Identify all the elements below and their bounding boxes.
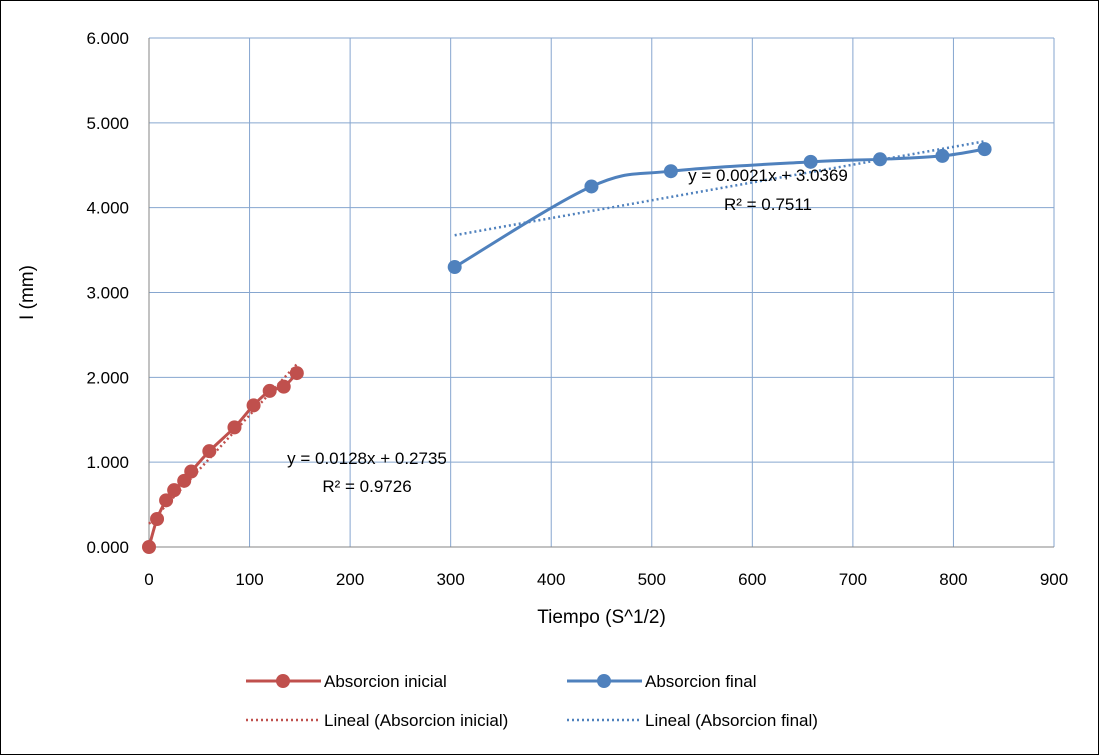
data-point bbox=[873, 152, 888, 167]
data-point bbox=[142, 540, 156, 554]
data-point bbox=[159, 493, 174, 508]
legend-label: Absorcion inicial bbox=[324, 672, 447, 691]
data-point bbox=[150, 512, 165, 527]
trendline-label-inicial: y = 0.0128x + 0.2735 R² = 0.9726 bbox=[287, 449, 447, 496]
data-point bbox=[935, 148, 950, 163]
series bbox=[142, 142, 992, 554]
y-axis-title: I (mm) bbox=[17, 265, 38, 320]
x-tick-label: 800 bbox=[939, 570, 967, 589]
trendline bbox=[454, 140, 985, 237]
gridlines bbox=[149, 37, 1055, 547]
x-tick-label: 900 bbox=[1040, 570, 1068, 589]
x-tick-label: 200 bbox=[336, 570, 364, 589]
y-tick-label: 1.000 bbox=[86, 453, 129, 472]
x-tick-labels: 0 100 200 300 400 500 600 700 800 900 bbox=[144, 570, 1068, 589]
legend-label: Absorcion final bbox=[645, 672, 757, 691]
data-point bbox=[246, 398, 261, 413]
data-point bbox=[184, 464, 199, 479]
x-tick-label: 0 bbox=[144, 570, 153, 589]
x-tick-label: 300 bbox=[436, 570, 464, 589]
data-point bbox=[977, 142, 992, 157]
data-point bbox=[663, 164, 678, 179]
data-point bbox=[167, 483, 182, 498]
y-tick-label: 3.000 bbox=[86, 284, 129, 303]
trendline-equation-inicial: y = 0.0128x + 0.2735 bbox=[287, 449, 447, 468]
series-line bbox=[147, 372, 298, 548]
trendline-equation-final: y = 0.0021x + 3.0369 bbox=[688, 166, 848, 185]
axes bbox=[148, 38, 1054, 548]
data-point bbox=[227, 420, 242, 435]
y-tick-label: 2.000 bbox=[86, 368, 129, 387]
y-tick-label: 4.000 bbox=[86, 199, 129, 218]
y-tick-labels: 0.000 1.000 2.000 3.000 4.000 5.000 6.000 bbox=[86, 29, 129, 557]
legend-item-lineal-inicial: Lineal (Absorcion inicial) bbox=[246, 711, 508, 730]
x-tick-label: 100 bbox=[235, 570, 263, 589]
x-tick-label: 700 bbox=[839, 570, 867, 589]
y-tick-label: 5.000 bbox=[86, 114, 129, 133]
x-axis-title: Tiempo (S^1/2) bbox=[537, 607, 666, 628]
data-point bbox=[289, 366, 304, 381]
legend: Absorcion inicial Absorcion final Lineal… bbox=[246, 672, 818, 730]
x-tick-label: 600 bbox=[738, 570, 766, 589]
legend-swatch-marker bbox=[597, 674, 611, 688]
y-tick-label: 0.000 bbox=[86, 538, 129, 557]
x-tick-label: 400 bbox=[537, 570, 565, 589]
legend-swatch-marker bbox=[276, 674, 290, 688]
trendline-r2-final: R² = 0.7511 bbox=[724, 195, 812, 214]
legend-item-absorcion-inicial: Absorcion inicial bbox=[246, 672, 447, 691]
legend-label: Lineal (Absorcion final) bbox=[645, 711, 818, 730]
x-tick-label: 500 bbox=[638, 570, 666, 589]
data-point bbox=[803, 154, 818, 169]
legend-label: Lineal (Absorcion inicial) bbox=[324, 711, 508, 730]
data-point bbox=[276, 379, 291, 394]
y-tick-label: 6.000 bbox=[86, 29, 129, 48]
data-point bbox=[262, 383, 277, 398]
trendline-label-final: y = 0.0021x + 3.0369 R² = 0.7511 bbox=[688, 166, 848, 214]
data-point bbox=[584, 179, 599, 194]
data-point bbox=[202, 444, 217, 459]
data-point bbox=[447, 260, 462, 275]
legend-item-absorcion-final: Absorcion final bbox=[567, 672, 757, 691]
trendline-r2-inicial: R² = 0.9726 bbox=[322, 477, 411, 496]
legend-item-lineal-final: Lineal (Absorcion final) bbox=[567, 711, 818, 730]
